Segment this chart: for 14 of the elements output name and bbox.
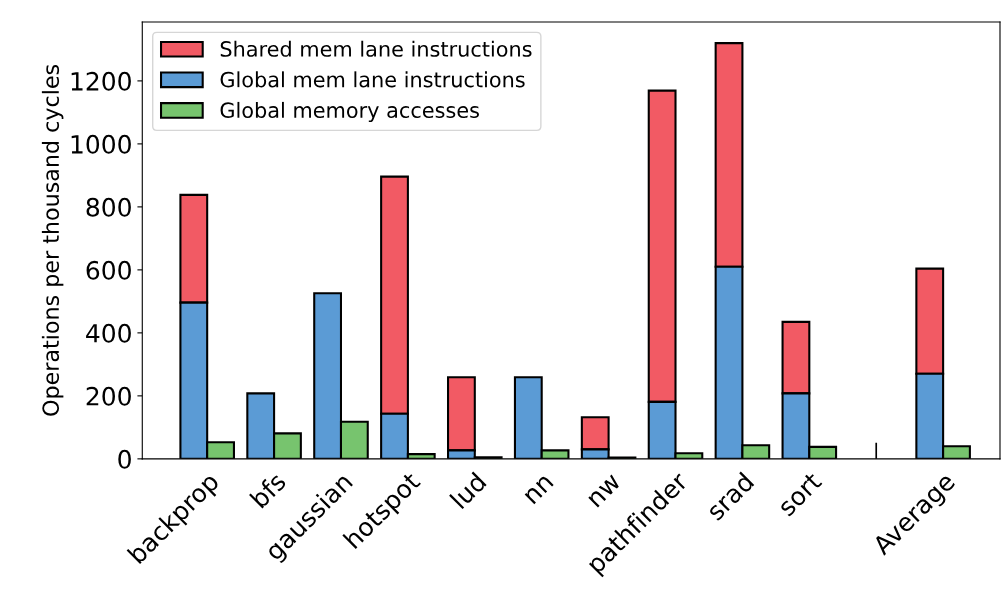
y-axis-title: Operations per thousand cycles: [41, 64, 64, 416]
y-tick-label: 1200: [71, 71, 131, 91]
y-tick-label: 200: [86, 386, 131, 406]
legend-label: Shared mem lane instructions: [220, 40, 532, 57]
legend-label: Global memory accesses: [220, 101, 479, 123]
y-tick-label: 800: [86, 197, 131, 217]
x-tick-label: sort: [777, 471, 823, 517]
legend-label: Global mem lane instructions: [220, 71, 525, 88]
y-tick-label: 400: [86, 323, 131, 343]
x-tick-label: lud: [449, 471, 487, 510]
y-tick-label: 600: [86, 260, 131, 280]
x-tick-label: nn: [524, 475, 554, 505]
y-tick-label: 0: [118, 449, 131, 469]
y-tick-label: 1000: [71, 134, 131, 154]
